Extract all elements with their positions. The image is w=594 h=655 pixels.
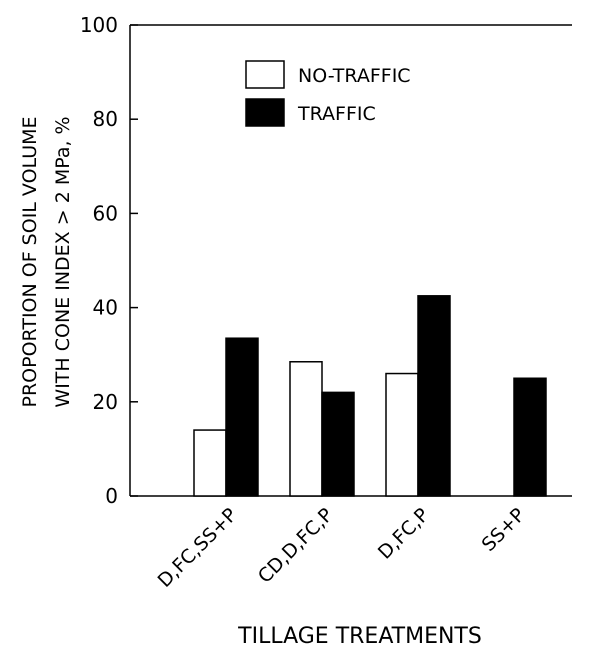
bar-traffic-2 xyxy=(321,391,355,497)
x-tick-label: CD,D,FC,P xyxy=(254,504,338,588)
legend-swatch-traffic xyxy=(245,98,285,127)
x-axis-label: TILLAGE TREATMENTS xyxy=(237,624,482,649)
bar-no-traffic-3 xyxy=(385,372,419,497)
y-tick-label: 40 xyxy=(93,296,118,320)
y-tick-label: 80 xyxy=(93,107,118,131)
y-tick-label: 60 xyxy=(93,201,118,225)
bar-no-traffic-1 xyxy=(193,429,227,497)
y-axis-label: PROPORTION OF SOIL VOLUME WITH CONE INDE… xyxy=(19,116,74,407)
bars xyxy=(193,295,547,497)
bar-traffic-1 xyxy=(225,337,259,497)
bar-no-traffic-2 xyxy=(289,361,323,497)
bar-traffic-3 xyxy=(417,295,451,497)
x-tick-label: D,FC,SS+P xyxy=(154,504,242,592)
y-axis-label-line-2: WITH CONE INDEX > 2 MPa, % xyxy=(52,116,74,407)
x-tick-label: SS+P xyxy=(478,504,530,556)
x-axis-tick-labels: D,FC,SS+P CD,D,FC,P D,FC,P SS+P xyxy=(154,504,530,592)
y-axis-ticks: 0 20 40 60 80 100 xyxy=(80,13,138,508)
legend-label-no-traffic: NO-TRAFFIC xyxy=(298,65,411,87)
y-tick-label: 20 xyxy=(93,390,118,414)
bar-traffic-4 xyxy=(513,377,547,497)
y-axis-label-line-1: PROPORTION OF SOIL VOLUME xyxy=(19,117,41,408)
x-tick-label: D,FC,P xyxy=(374,504,434,564)
legend: NO-TRAFFIC TRAFFIC xyxy=(245,60,411,127)
legend-label-traffic: TRAFFIC xyxy=(297,103,376,125)
legend-swatch-no-traffic xyxy=(245,60,285,89)
y-tick-label: 0 xyxy=(105,484,118,508)
y-tick-label: 100 xyxy=(80,13,118,37)
